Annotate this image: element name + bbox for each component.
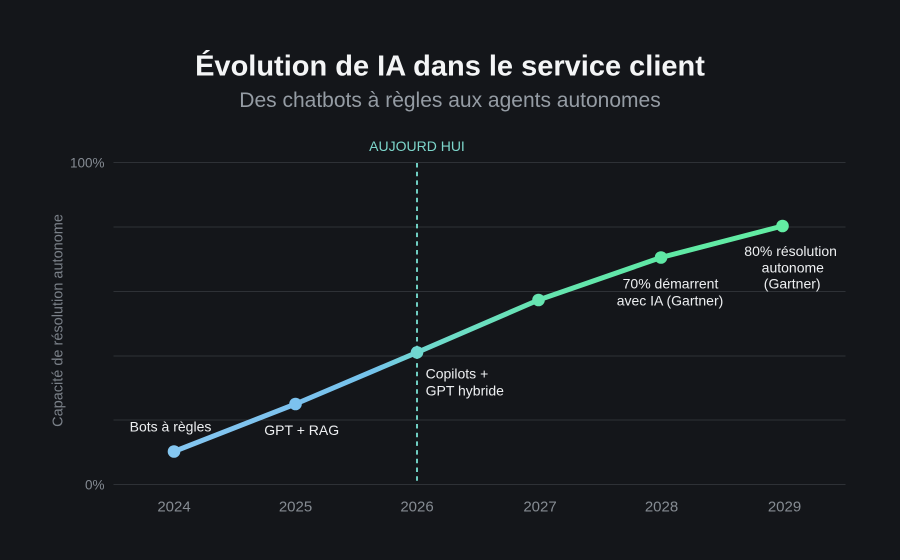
svg-text:Évolution de IA dans le servic: Évolution de IA dans le service client [195, 49, 705, 83]
svg-text:avec IA (Gartner): avec IA (Gartner) [617, 293, 724, 309]
svg-text:Des chatbots à règles aux agen: Des chatbots à règles aux agents autonom… [239, 89, 660, 112]
svg-text:(Gartner): (Gartner) [764, 276, 821, 292]
svg-text:0%: 0% [85, 478, 105, 493]
svg-text:2026: 2026 [400, 499, 433, 516]
svg-text:GPT hybride: GPT hybride [426, 382, 505, 398]
svg-text:2027: 2027 [523, 499, 556, 516]
svg-text:70% démarrent: 70% démarrent [623, 276, 719, 292]
svg-text:Copilots +: Copilots + [426, 366, 489, 382]
svg-text:Capacité de résolution autonom: Capacité de résolution autonome [51, 214, 67, 427]
svg-text:2024: 2024 [157, 499, 190, 516]
svg-text:AUJOURD HUI: AUJOURD HUI [369, 138, 465, 154]
svg-text:Bots à règles: Bots à règles [130, 419, 212, 435]
svg-text:80% résolution: 80% résolution [744, 243, 837, 259]
svg-text:2025: 2025 [279, 499, 312, 516]
svg-text:GPT + RAG: GPT + RAG [264, 422, 339, 438]
svg-text:2028: 2028 [645, 499, 678, 516]
svg-text:2029: 2029 [768, 499, 801, 516]
svg-text:autonome: autonome [762, 260, 824, 276]
svg-text:100%: 100% [70, 156, 105, 171]
